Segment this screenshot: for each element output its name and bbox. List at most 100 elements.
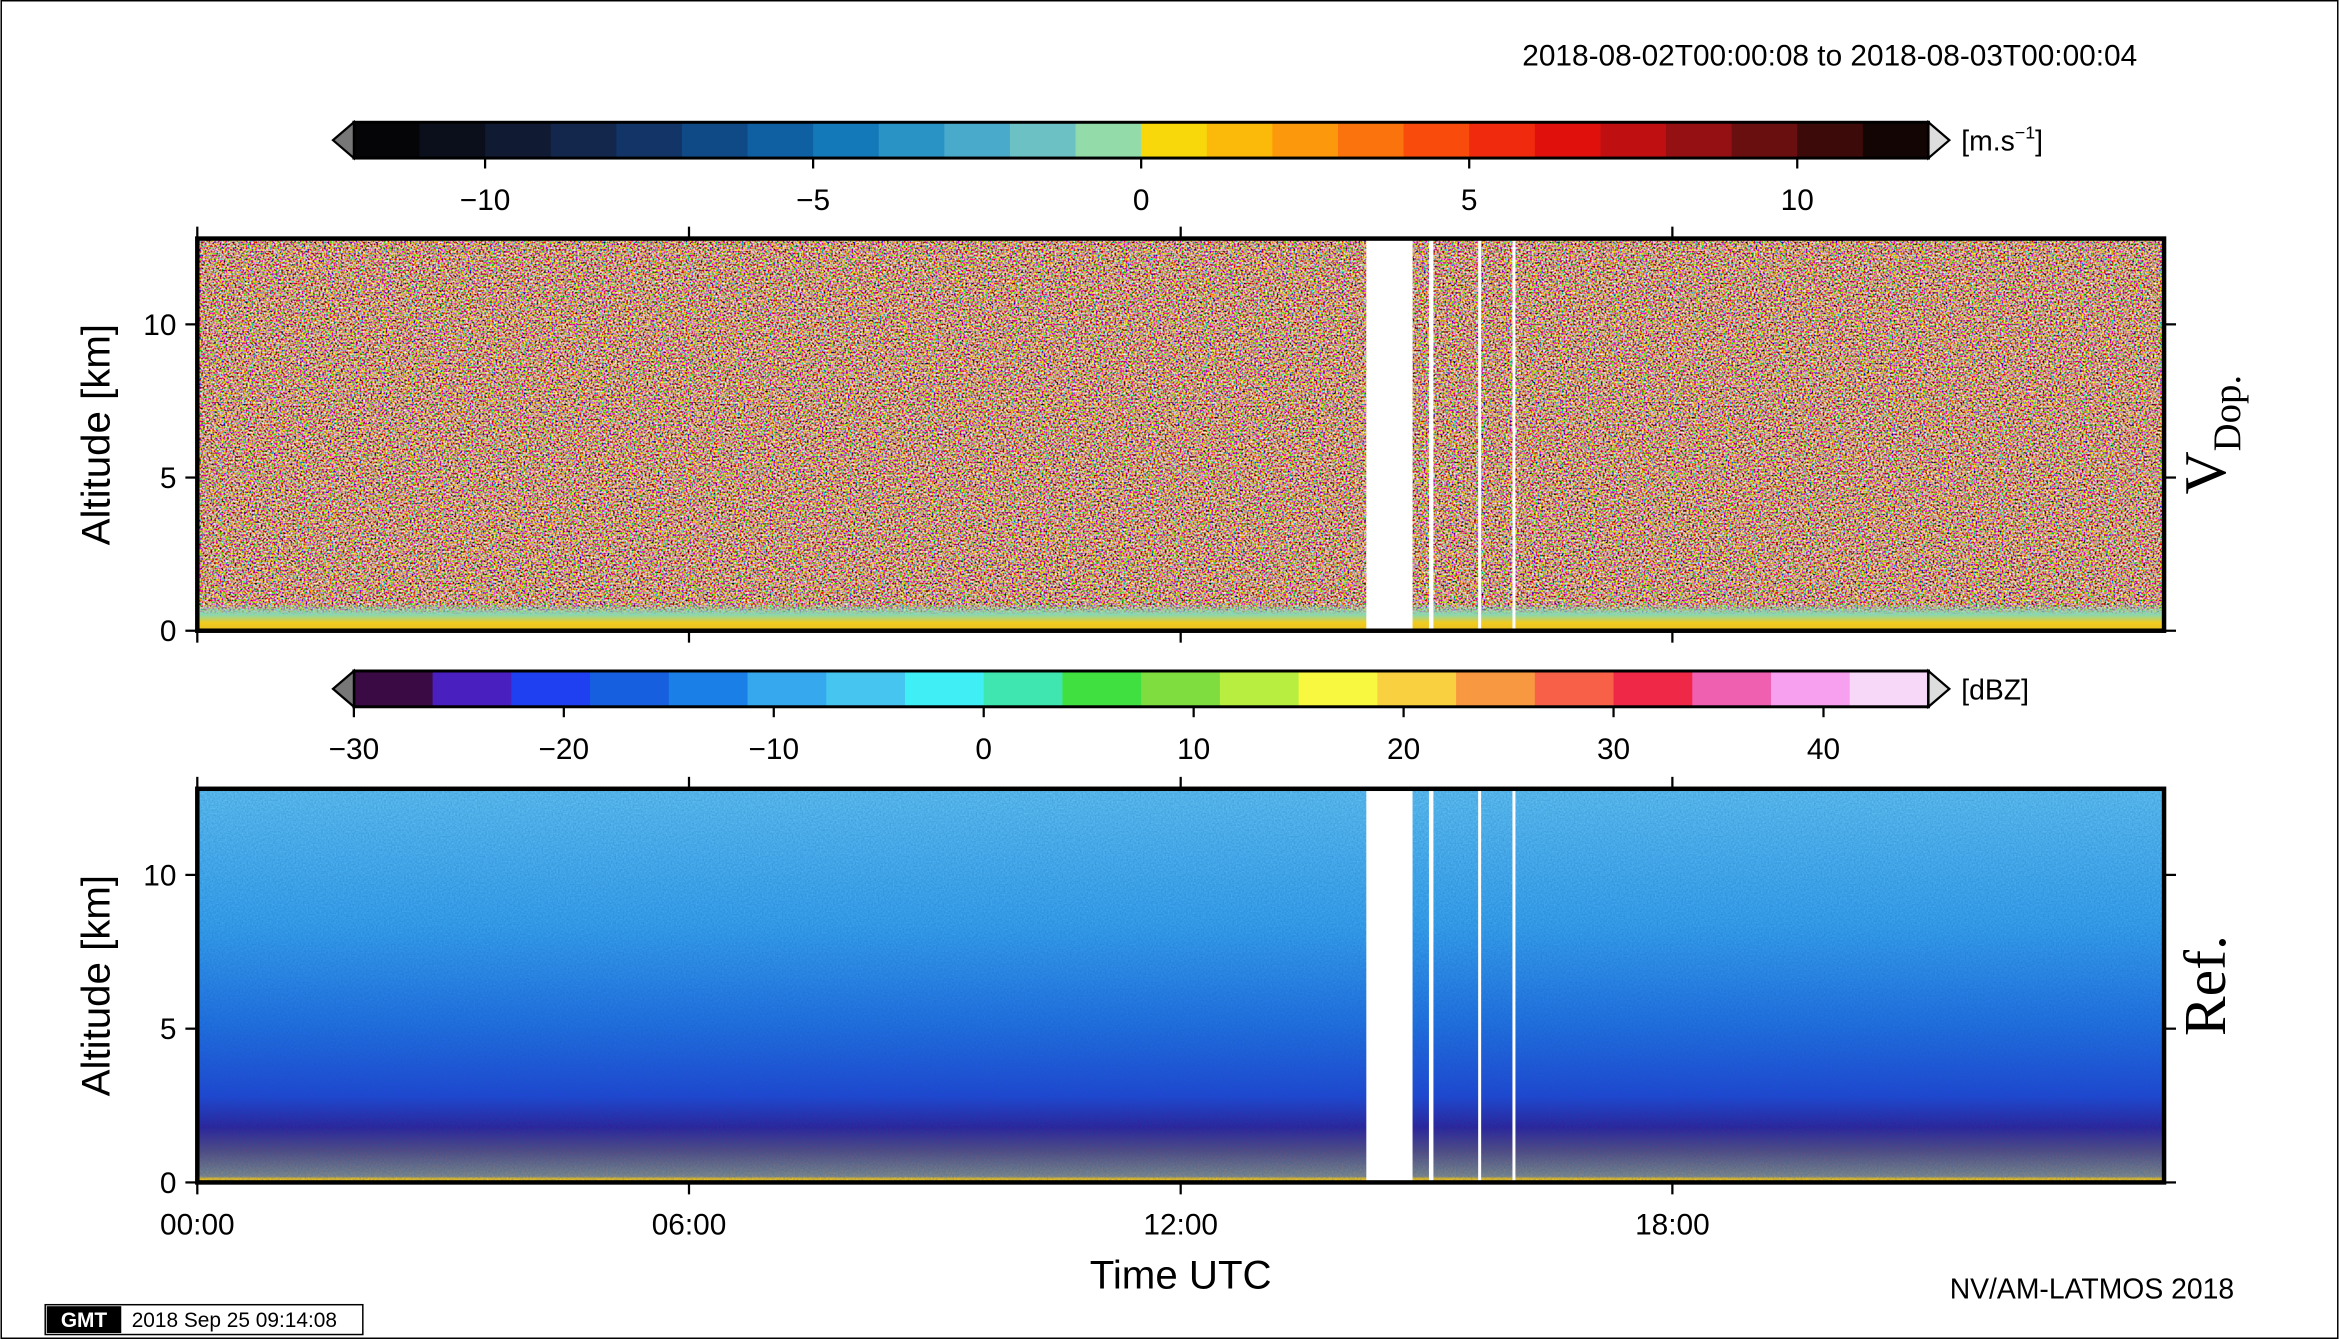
colorbar-tick-label: −5: [796, 184, 830, 217]
x-tick-label: 18:00: [1635, 1209, 1710, 1242]
panel-label-main: Ref.: [2172, 935, 2238, 1036]
data-gap: [1428, 788, 1434, 1183]
colorbar-unit-part: ]: [2035, 126, 2043, 158]
colorbar-segment: [1075, 122, 1142, 159]
colorbar-segment: [419, 122, 486, 159]
colorbar-segment: [353, 122, 421, 159]
x-axis-label: Time UTC: [1090, 1252, 1272, 1297]
colorbar-segment: [944, 122, 1011, 159]
colorbar-segment: [1613, 670, 1694, 707]
colorbar-segment: [747, 670, 827, 707]
colorbar-segment: [616, 122, 683, 159]
colorbar-segment: [590, 670, 670, 707]
colorbar-segment: [813, 122, 880, 159]
colorbar-segment: [432, 670, 513, 707]
colorbar-under: [331, 119, 355, 161]
data-gap: [1366, 788, 1413, 1183]
colorbar-segment: [1272, 122, 1339, 159]
colorbar-under: [331, 668, 355, 710]
colorbar-segment: [1298, 670, 1379, 707]
colorbar-segment: [826, 670, 906, 707]
y-tick-label: 10: [143, 309, 176, 342]
colorbar-tick-label: −10: [460, 184, 511, 217]
data-gap: [1478, 238, 1482, 631]
heatmap-texture: [197, 788, 2165, 1183]
colorbar-segment: [1849, 670, 1930, 707]
data-gap: [1428, 238, 1434, 631]
colorbar-tick-label: 20: [1387, 733, 1420, 766]
colorbar-tick-label: −10: [748, 733, 799, 766]
heatmap-ground: [197, 603, 2165, 631]
stamp-logo-box: [46, 1306, 122, 1334]
colorbar-segment: [1797, 122, 1864, 159]
colorbar-unit-part: [dBZ]: [1961, 674, 2029, 706]
colorbar-segment: [353, 670, 434, 707]
colorbar-unit-part: [m.s: [1961, 126, 2015, 158]
y-tick-label: 0: [160, 615, 177, 648]
colorbar-over: [1927, 668, 1952, 710]
y-tick-label: 5: [160, 462, 177, 495]
data-gap: [1478, 788, 1482, 1183]
colorbar-tick-label: 0: [1133, 184, 1150, 217]
x-tick-label: 06:00: [652, 1209, 727, 1242]
data-gap: [1512, 788, 1516, 1183]
heatmap-image: [197, 238, 2165, 631]
colorbar-segment: [681, 122, 749, 159]
colorbar-segment: [904, 670, 985, 707]
colorbar-segment: [1771, 670, 1851, 707]
colorbar-tick-label: 0: [975, 733, 992, 766]
colorbar-segment: [1456, 670, 1536, 707]
y-tick-label: 0: [160, 1167, 177, 1200]
y-axis-label: Altitude [km]: [73, 875, 118, 1096]
colorbar-segment: [983, 670, 1064, 707]
colorbar-tick-label: 10: [1781, 184, 1814, 217]
colorbar-tick-label: −20: [539, 733, 590, 766]
credit: NV/AM-LATMOS 2018: [1950, 1274, 2234, 1306]
colorbar-unit: [m.s−1]: [1961, 123, 2043, 158]
y-axis-label: Altitude [km]: [73, 324, 118, 545]
colorbar-segment: [1469, 122, 1536, 159]
x-tick-label: 12:00: [1143, 1209, 1218, 1242]
colorbar-over: [1927, 119, 1952, 161]
colorbar-segment: [668, 670, 749, 707]
x-tick-label: 00:00: [160, 1209, 235, 1242]
panel-label: VDop.: [2172, 375, 2249, 494]
colorbar-segment: [1403, 122, 1470, 159]
colorbar-segment: [485, 122, 552, 159]
colorbar-unit: [dBZ]: [1961, 674, 2029, 706]
colorbar-segment: [1534, 670, 1615, 707]
stamp-logo: GMT: [61, 1309, 108, 1332]
colorbar-tick-label: 10: [1177, 733, 1210, 766]
colorbar-segment: [1206, 122, 1274, 159]
colorbar-segment: [1692, 670, 1772, 707]
colorbar-segment: [1337, 122, 1405, 159]
colorbar-segment: [1731, 122, 1798, 159]
y-tick-label: 5: [160, 1013, 177, 1046]
colorbar-unit-part: −1: [2015, 123, 2035, 143]
title: 2018-08-02T00:00:08 to 2018-08-03T00:00:…: [1522, 40, 2137, 73]
stamp: GMT 2018 Sep 25 09:14:08: [44, 1303, 364, 1336]
colorbar-segment: [747, 122, 814, 159]
colorbar-segment: [550, 122, 618, 159]
colorbar-segment: [1862, 122, 1930, 159]
colorbar-segment: [1009, 122, 1077, 159]
colorbar-segment: [1534, 122, 1602, 159]
panel-label: Ref.: [2172, 935, 2238, 1036]
colorbar-tick-label: −30: [329, 733, 380, 766]
colorbar-segment: [878, 122, 946, 159]
y-tick-label: 10: [143, 859, 176, 892]
colorbar-segment: [1062, 670, 1142, 707]
colorbar-segment: [1600, 122, 1667, 159]
stamp-text: 2018 Sep 25 09:14:08: [132, 1309, 337, 1332]
colorbar-tick-label: 5: [1461, 184, 1478, 217]
colorbar-segment: [1666, 122, 1733, 159]
data-gap: [1366, 238, 1413, 631]
colorbar-segment: [511, 670, 591, 707]
colorbar-tick-label: 40: [1807, 733, 1840, 766]
colorbar-segment: [1377, 670, 1457, 707]
colorbar-segment: [1141, 122, 1208, 159]
colorbar-segment: [1141, 670, 1221, 707]
